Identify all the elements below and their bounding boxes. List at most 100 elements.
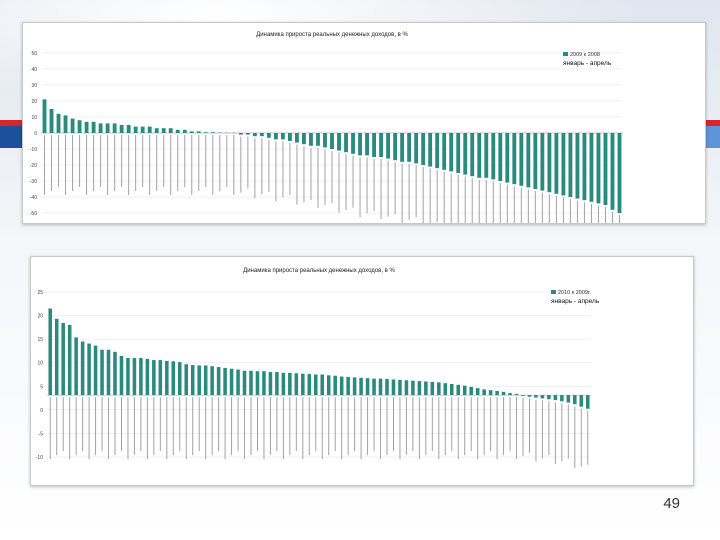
category-label-mark [359,157,361,218]
category-label-mark [44,135,46,195]
bar [407,133,412,162]
bar [87,343,91,396]
bar [566,395,571,403]
category-label-mark [367,397,369,456]
bar [573,395,577,405]
bar [378,378,383,396]
category-label-mark [282,397,284,460]
category-label-mark [386,397,388,456]
bar [275,372,279,396]
category-label-mark [170,135,172,195]
y-tick-label: 25 [37,290,43,296]
bar [554,133,559,194]
y-tick-label: 20 [31,99,37,105]
bar [456,384,461,396]
category-label-mark [247,136,249,189]
bar [190,365,195,396]
category-label-mark [522,397,524,456]
category-label-mark [492,181,494,223]
category-label-mark [233,135,235,195]
y-tick-label: -10 [36,455,43,461]
category-label-mark [561,403,563,462]
bar [313,374,318,396]
bar [385,379,389,396]
legend-swatch [563,52,568,56]
y-tick-label: 0 [40,408,43,414]
bar [307,374,312,396]
bar [449,133,454,172]
bar [491,133,496,180]
category-label-mark [72,135,74,191]
category-label-mark [303,146,305,203]
bar [484,133,489,178]
category-label-mark [436,170,438,223]
category-label-mark [597,205,599,223]
category-label-mark [373,397,375,452]
category-label-mark [212,135,214,195]
category-label-mark [101,397,103,452]
bar [259,133,264,137]
bar [534,395,538,398]
category-label-mark [107,135,109,195]
category-label-mark [470,397,472,452]
category-label-mark [95,397,97,456]
category-label-mark [254,138,256,199]
bar [582,133,587,201]
category-label-mark [185,397,187,460]
bar [84,121,89,133]
category-label-mark [51,135,53,191]
bar [301,373,305,396]
category-label-mark [338,152,340,213]
bar [568,133,573,197]
bar [330,133,334,149]
category-label-mark [478,179,480,223]
bar [437,382,441,396]
category-label-mark [268,139,270,192]
bar [252,133,257,137]
bar [379,133,384,157]
bar [171,361,176,396]
bar [268,372,273,396]
y-tick-label: 40 [31,67,37,73]
bar [514,393,519,396]
bar [70,118,75,133]
category-label-mark [142,135,144,187]
y-tick-label: 10 [37,361,43,367]
bar [498,133,503,181]
category-label-mark [88,397,90,460]
category-label-mark [114,135,116,191]
category-label-mark [69,397,71,460]
category-label-mark [321,397,323,460]
bar [358,133,362,156]
bar [488,390,493,396]
category-label-mark [127,397,129,460]
bar [112,123,117,133]
category-label-mark [555,195,557,223]
y-tick-label: -20 [30,163,37,169]
legend-label: 2009 к 2008 [570,52,600,58]
bar [266,133,271,138]
category-label-mark [490,397,492,452]
bar [443,383,448,396]
category-label-mark [276,397,278,452]
bar [417,381,422,396]
category-label-mark [513,186,515,223]
bar [333,375,337,396]
bar [475,388,480,396]
category-label-mark [548,401,550,456]
bar [67,325,72,396]
y-tick-label: 20 [37,314,43,320]
bar [351,133,355,154]
category-label-mark [604,207,606,223]
category-label-mark [590,203,592,223]
bar [372,133,376,157]
bar [359,377,363,396]
y-tick-label: -10 [30,147,37,153]
bar [430,381,435,396]
category-label-mark [295,397,297,452]
chart-title: Динамика прироста реальных денежных дохо… [243,268,395,274]
bar [294,373,299,396]
category-label-mark [496,397,498,460]
category-label-mark [387,160,389,217]
category-label-mark [250,397,252,456]
